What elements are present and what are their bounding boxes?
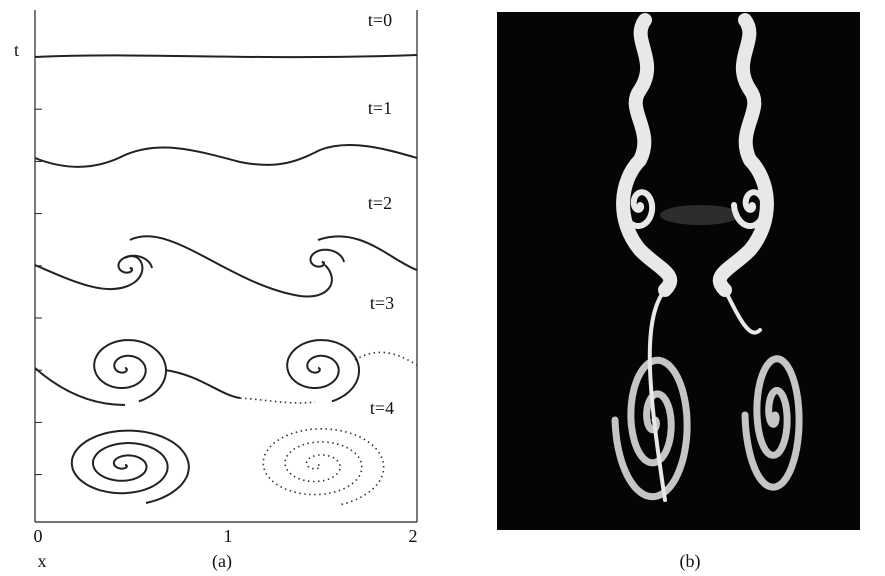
time-label: t=4 bbox=[370, 398, 394, 418]
time-label: t=3 bbox=[370, 293, 394, 313]
spiral bbox=[117, 254, 153, 274]
caption: (a) bbox=[212, 551, 232, 572]
photo-vortex bbox=[611, 356, 691, 501]
photo-background bbox=[497, 12, 860, 530]
interface-curve bbox=[239, 351, 418, 404]
x-label: x bbox=[38, 551, 47, 571]
interface-curve bbox=[34, 143, 418, 168]
spiral bbox=[262, 427, 385, 506]
spirals bbox=[70, 248, 385, 506]
time-label: t=0 bbox=[368, 10, 392, 30]
time-label: t=1 bbox=[368, 98, 392, 118]
photo-vortex bbox=[619, 189, 656, 229]
panel-a: t x 0 1 2 t=0 t=1 t=2 t=3 t=4 (a) bbox=[14, 10, 418, 572]
caption: (b) bbox=[680, 551, 701, 572]
y-label: t bbox=[14, 40, 19, 60]
time-label: t=2 bbox=[368, 193, 392, 213]
photo-plume bbox=[712, 13, 774, 297]
interface-curve bbox=[34, 54, 418, 59]
photo-plume bbox=[616, 13, 678, 297]
photo-stem bbox=[647, 288, 762, 502]
spiral bbox=[93, 339, 167, 403]
x-tick-label: 1 bbox=[224, 526, 233, 546]
spiral bbox=[286, 339, 360, 403]
x-tick-label: 0 bbox=[34, 526, 43, 546]
interface-curve bbox=[34, 235, 418, 298]
photo-vortex bbox=[741, 355, 803, 491]
spiral bbox=[309, 248, 345, 268]
interface-curve bbox=[34, 367, 241, 406]
panel-b: (b) bbox=[497, 12, 860, 572]
spiral bbox=[70, 429, 190, 504]
x-tick-label: 2 bbox=[409, 526, 418, 546]
photo-vortex bbox=[731, 189, 768, 229]
photo-haze bbox=[660, 205, 740, 225]
